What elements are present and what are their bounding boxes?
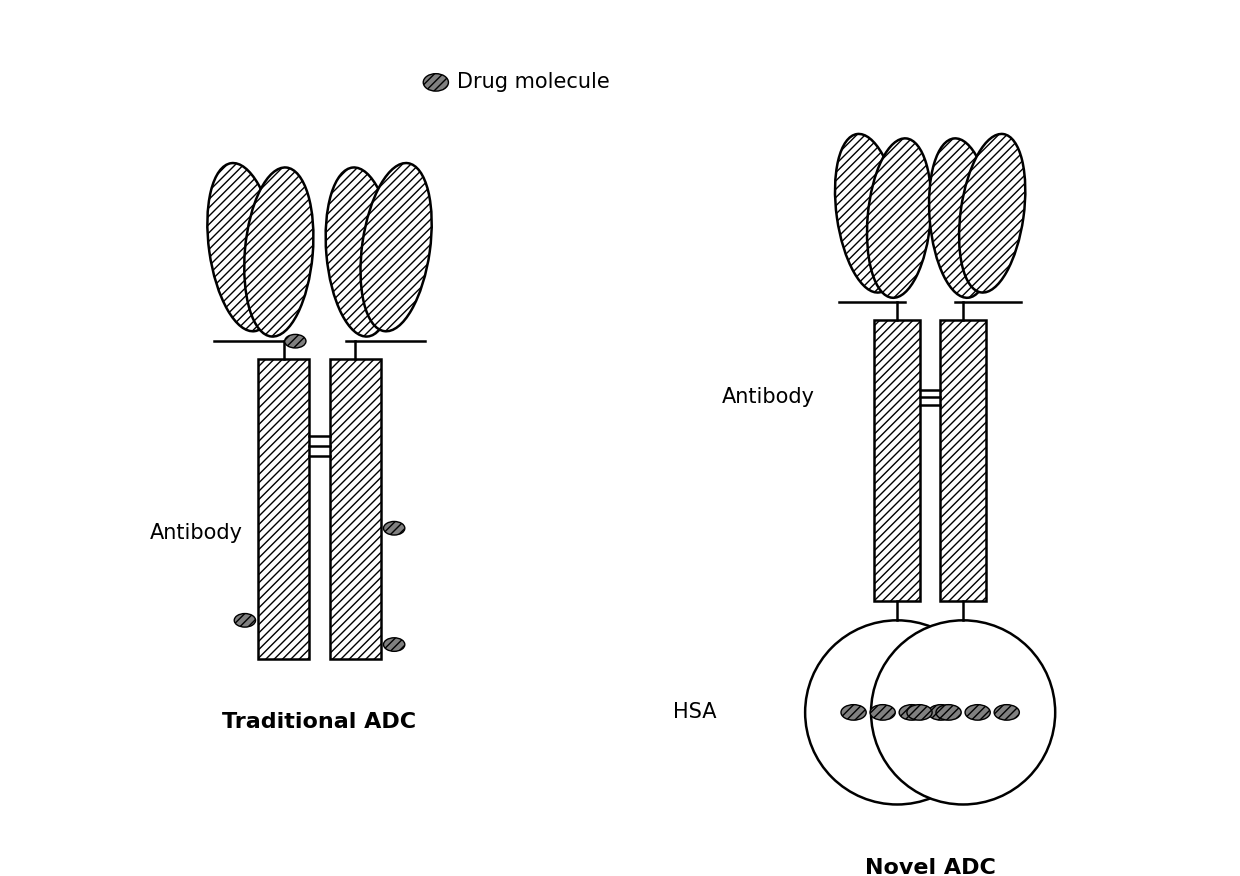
Ellipse shape <box>899 704 924 720</box>
Ellipse shape <box>361 163 432 331</box>
Text: HSA: HSA <box>673 703 717 723</box>
Ellipse shape <box>929 704 954 720</box>
Ellipse shape <box>805 620 990 804</box>
Ellipse shape <box>244 167 314 336</box>
Ellipse shape <box>326 167 394 336</box>
Bar <box>874 320 920 601</box>
Ellipse shape <box>867 138 931 298</box>
Ellipse shape <box>906 704 932 720</box>
Text: Novel ADC: Novel ADC <box>864 858 996 876</box>
Ellipse shape <box>383 521 404 535</box>
Ellipse shape <box>959 134 1025 293</box>
Ellipse shape <box>870 620 1055 804</box>
Text: Antibody: Antibody <box>150 523 243 543</box>
Ellipse shape <box>870 704 895 720</box>
Ellipse shape <box>994 704 1019 720</box>
Text: Antibody: Antibody <box>722 387 815 407</box>
Text: Traditional ADC: Traditional ADC <box>222 712 417 732</box>
Ellipse shape <box>965 704 991 720</box>
Ellipse shape <box>207 163 279 331</box>
Bar <box>330 358 381 659</box>
Text: Drug molecule: Drug molecule <box>458 73 610 92</box>
Ellipse shape <box>285 335 306 348</box>
Ellipse shape <box>841 704 867 720</box>
Ellipse shape <box>383 638 404 652</box>
Ellipse shape <box>936 704 961 720</box>
Bar <box>940 320 986 601</box>
Ellipse shape <box>835 134 901 293</box>
Ellipse shape <box>234 613 255 627</box>
Bar <box>258 358 309 659</box>
Ellipse shape <box>929 138 993 298</box>
Ellipse shape <box>423 74 449 91</box>
